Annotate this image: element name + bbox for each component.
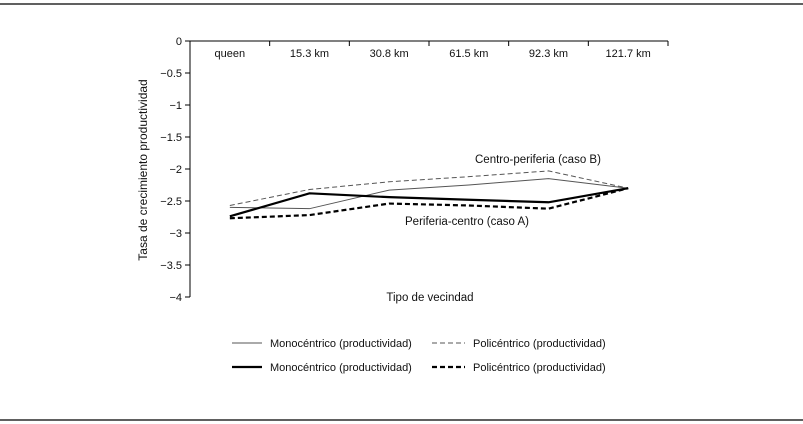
y-tick-label: −4 — [169, 292, 182, 304]
y-tick-label: −2 — [169, 164, 182, 176]
series-layer — [229, 170, 629, 220]
y-tick-label: −3 — [169, 228, 182, 240]
x-tick-label: 121.7 km — [606, 48, 651, 60]
x-tick-label: 15.3 km — [290, 48, 329, 60]
series-line-thick-dashed — [229, 187, 629, 220]
series-line-thick-solid — [229, 187, 629, 218]
y-tick-label: −0.5 — [160, 68, 182, 80]
y-tick-label: −1.5 — [160, 132, 182, 144]
x-axis-label: Tipo de vecindad — [386, 292, 473, 304]
legend-label: Monocéntrico (productividad) — [270, 338, 412, 350]
legend: Monocéntrico (productividad) Policéntric… — [232, 338, 606, 374]
annotation-periferia-centro: Periferia-centro (caso A) — [405, 216, 529, 228]
x-tick-label: 30.8 km — [370, 48, 409, 60]
series-line-thin-dashed — [229, 170, 629, 206]
x-tick-labels: queen 15.3 km 30.8 km 61.5 km 92.3 km 121.7 k… — [215, 48, 651, 60]
series-line-thin-solid — [229, 178, 629, 210]
y-tick-labels: 0 −0.5 −1 −1.5 −2 −2.5 −3 −3.5 −4 — [160, 36, 182, 304]
x-tick-label: 92.3 km — [529, 48, 568, 60]
y-axis-label: Tasa de crecimiento productividad — [136, 79, 150, 260]
x-tick-label: queen — [215, 48, 246, 60]
y-tick-label: 0 — [176, 36, 182, 48]
y-tick-label: −2.5 — [160, 196, 182, 208]
legend-label: Policéntrico (productividad) — [473, 362, 606, 374]
y-tick-label: −3.5 — [160, 260, 182, 272]
y-tick-label: −1 — [169, 100, 182, 112]
annotation-centro-periferia: Centro-periferia (caso B) — [475, 154, 601, 166]
axes — [185, 40, 669, 298]
x-tick-label: 61.5 km — [449, 48, 488, 60]
legend-label: Monocéntrico (productividad) — [270, 362, 412, 374]
legend-label: Policéntrico (productividad) — [473, 338, 606, 350]
